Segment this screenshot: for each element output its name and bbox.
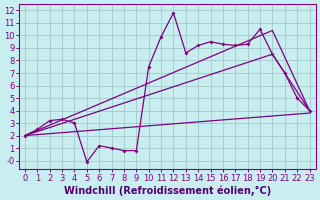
X-axis label: Windchill (Refroidissement éolien,°C): Windchill (Refroidissement éolien,°C) (64, 185, 271, 196)
